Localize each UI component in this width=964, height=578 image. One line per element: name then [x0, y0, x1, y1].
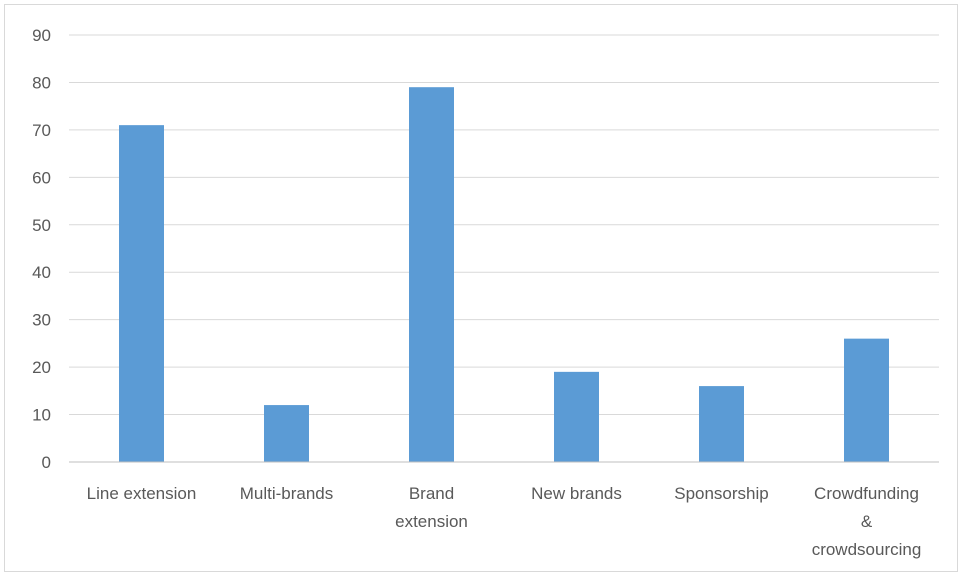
- x-tick-label: Sponsorship: [674, 484, 769, 503]
- y-axis-tick-labels: 0 10 20 30 40 50 60 70 80 90: [32, 26, 51, 472]
- y-tick-label: 10: [32, 406, 51, 425]
- bar: [554, 371, 599, 462]
- y-tick-label: 30: [32, 311, 51, 330]
- bars: [119, 87, 889, 463]
- bar: [119, 125, 164, 463]
- bar: [699, 386, 744, 462]
- x-tick-label-line: extension: [395, 512, 468, 531]
- x-tick-label: New brands: [531, 484, 622, 503]
- chart-frame: 0 10 20 30 40 50 60 70 80 90 Line extension Multi-…: [4, 4, 958, 572]
- y-tick-label: 90: [32, 26, 51, 45]
- x-tick-label-line: New brands: [531, 484, 622, 503]
- x-tick-label: Line extension: [87, 484, 197, 503]
- y-tick-label: 70: [32, 121, 51, 140]
- y-tick-label: 0: [42, 453, 51, 472]
- bar: [844, 338, 889, 462]
- y-tick-label: 80: [32, 73, 51, 92]
- x-tick-label: Crowdfunding & crowdsourcing: [812, 484, 922, 559]
- y-tick-label: 60: [32, 168, 51, 187]
- y-tick-label: 20: [32, 358, 51, 377]
- x-tick-label-line: Brand: [409, 484, 454, 503]
- x-tick-label: Multi-brands: [240, 484, 334, 503]
- bar: [264, 405, 309, 462]
- x-tick-label-line: crowdsourcing: [812, 540, 922, 559]
- x-tick-label-line: Line extension: [87, 484, 197, 503]
- x-tick-label-line: Multi-brands: [240, 484, 334, 503]
- x-tick-label: Brand extension: [395, 484, 468, 531]
- x-tick-label-line: &: [861, 512, 873, 531]
- x-tick-label-line: Crowdfunding: [814, 484, 919, 503]
- x-tick-label-line: Sponsorship: [674, 484, 769, 503]
- gridlines: [69, 34, 939, 416]
- x-axis-tick-labels: Line extension Multi-brands Brand extension…: [87, 484, 922, 559]
- bar-chart: 0 10 20 30 40 50 60 70 80 90 Line extension Multi-…: [32, 26, 939, 559]
- bar: [409, 87, 454, 462]
- y-tick-label: 50: [32, 216, 51, 235]
- y-tick-label: 40: [32, 263, 51, 282]
